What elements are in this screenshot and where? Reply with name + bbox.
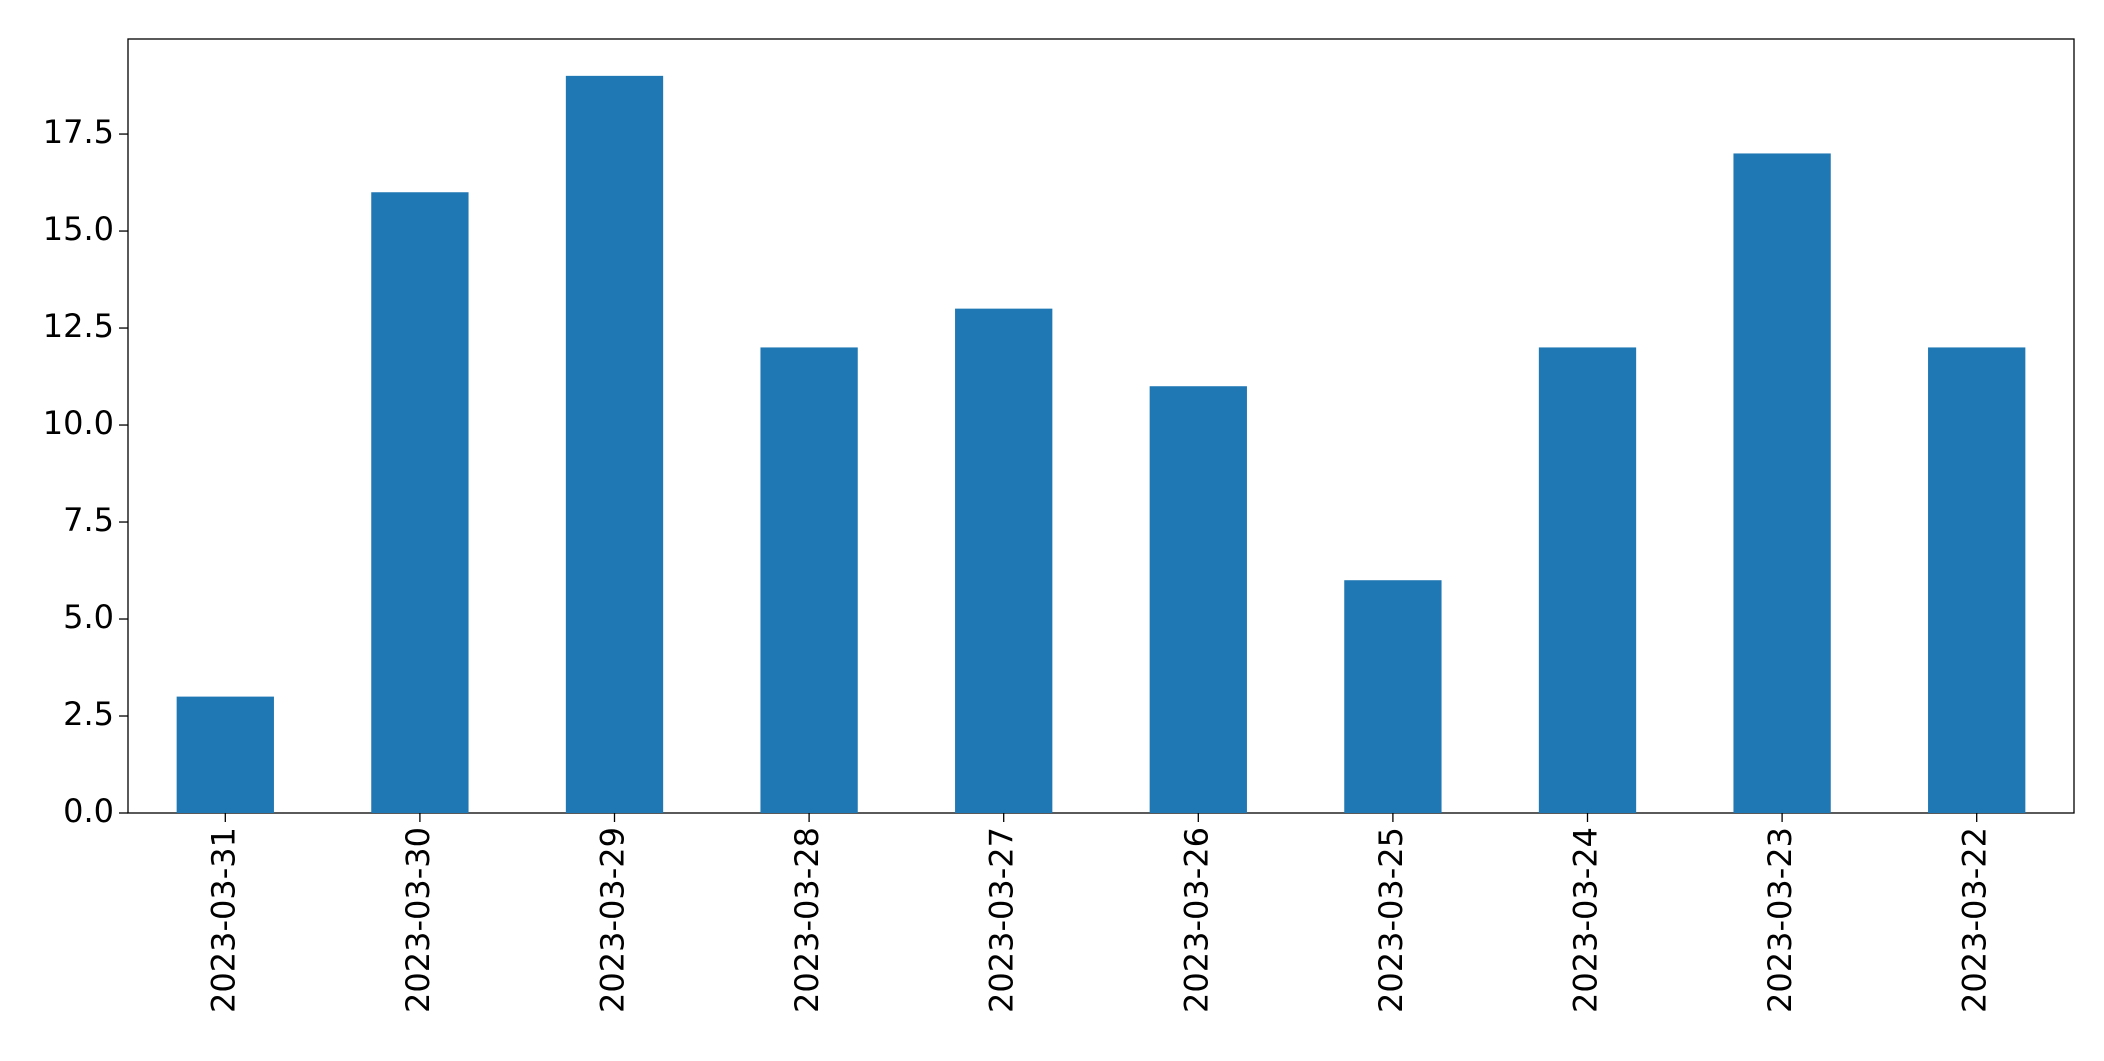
y-tick-label: 10.0 <box>43 404 114 442</box>
bar <box>371 192 469 814</box>
y-tick-label: 12.5 <box>43 307 114 345</box>
x-tick-label: 2023-03-22 <box>1956 827 1994 1013</box>
bar <box>1149 386 1247 813</box>
y-tick-label: 7.5 <box>63 501 114 539</box>
x-tick-label: 2023-03-25 <box>1372 827 1410 1013</box>
y-tick-label: 5.0 <box>63 598 114 636</box>
bar <box>1928 347 2026 813</box>
axes-frame <box>127 38 2075 814</box>
y-tick-label: 2.5 <box>63 695 114 733</box>
x-tick-label: 2023-03-23 <box>1761 827 1799 1013</box>
y-tick-label: 0.0 <box>63 792 114 830</box>
y-tick-label: 17.5 <box>43 113 114 151</box>
y-tick-label: 15.0 <box>43 210 114 248</box>
bar <box>955 308 1053 813</box>
bar <box>1538 347 1637 813</box>
x-tick-label: 2023-03-27 <box>983 827 1021 1013</box>
x-tick-label: 2023-03-30 <box>399 827 437 1013</box>
x-tick-label: 2023-03-24 <box>1567 827 1605 1013</box>
bar <box>565 75 664 814</box>
x-tick-label: 2023-03-31 <box>204 827 242 1013</box>
bar <box>760 347 858 813</box>
bar <box>1344 580 1442 813</box>
bar <box>176 696 274 813</box>
x-tick-label: 2023-03-28 <box>788 827 826 1013</box>
x-tick-label: 2023-03-26 <box>1177 827 1215 1013</box>
x-tick-label: 2023-03-29 <box>594 827 632 1013</box>
bar <box>1733 153 1831 814</box>
